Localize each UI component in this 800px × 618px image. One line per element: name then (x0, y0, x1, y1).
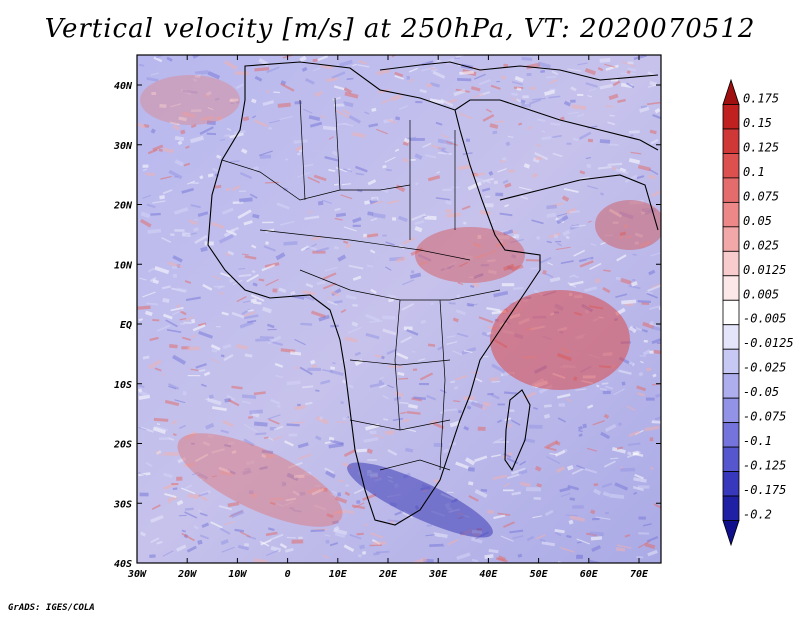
lon-tick-label: 0 (285, 569, 291, 580)
lon-tick-label: 70E (630, 569, 649, 580)
coastlines (207, 61, 659, 526)
lon-tick-label: 50E (530, 569, 549, 580)
colorbar-cell (722, 275, 740, 301)
colorbar-label: 0.175 (743, 91, 779, 105)
lon-tick-label: 30E (428, 569, 448, 580)
colorbar-label: 0.0125 (743, 263, 786, 277)
blue-band-south-africa (347, 462, 493, 538)
colorbar-label: -0.0125 (743, 336, 794, 350)
colorbar-cell (722, 471, 740, 497)
lat-tick-label: 10S (114, 380, 132, 391)
colorbar-label: 0.025 (743, 238, 779, 252)
colorbar-label: -0.025 (743, 361, 786, 375)
colorbar-cell (722, 177, 740, 203)
velocity-field (137, 55, 661, 563)
lat-tick-label: 40S (114, 559, 132, 570)
red-anomaly-ethiopia (415, 227, 525, 283)
colorbar-cell (722, 324, 740, 350)
lat-tick-label: EQ (120, 320, 132, 331)
colorbar-cell (722, 226, 740, 252)
colorbar: 0.175 0.15 0.125 0.1 0.075 0.05 0.025 0.0125 0.0… (722, 78, 794, 547)
red-anomaly-arabian-sea (595, 200, 661, 250)
colorbar-cell (722, 78, 740, 105)
colorbar-label: -0.2 (743, 508, 772, 522)
lat-tick-label: 20N (113, 201, 133, 212)
colorbar-label: -0.05 (743, 385, 779, 399)
colorbar-cell (722, 422, 740, 448)
red-patch-northwest (140, 75, 240, 125)
colorbar-label: 0.05 (743, 214, 772, 228)
colorbar-label: -0.125 (743, 459, 786, 473)
lat-tick-label: 30N (113, 141, 133, 152)
colorbar-label: -0.1 (743, 434, 772, 448)
colorbar-cell (722, 250, 740, 277)
colorbar-cell (722, 397, 740, 424)
country-borders (221, 97, 501, 471)
colorbar-cell (722, 495, 740, 521)
colorbar-cell (722, 299, 740, 326)
map-title: Vertical velocity [m/s] at 250hPa, VT: 2… (44, 14, 756, 44)
lat-tick-label: 20S (113, 440, 132, 451)
colorbar-cell (722, 104, 740, 130)
colorbar-label: 0.075 (743, 189, 779, 203)
colorbar-label: -0.005 (743, 312, 786, 326)
lat-tick-label: 40N (114, 81, 133, 92)
colorbar-cell (722, 520, 740, 547)
colorbar-cell (722, 153, 740, 179)
colorbar-cell (722, 373, 740, 399)
red-band-south-atlantic (177, 433, 343, 527)
footer-credit: GrADS: IGES/COLA (8, 603, 95, 613)
lon-tick-label: 10W (228, 569, 247, 580)
lon-tick-label: 20E (378, 569, 398, 580)
lon-tick-label: 30W (127, 569, 147, 580)
colorbar-cell (722, 348, 740, 375)
lon-tick-label: 20W (177, 569, 197, 580)
lon-tick-label: 10E (329, 569, 348, 580)
colorbar-cell (722, 446, 740, 472)
plot-frame (136, 54, 662, 564)
colorbar-label: -0.075 (743, 410, 786, 424)
red-anomaly-indian-ocean (490, 290, 630, 390)
colorbar-label: 0.1 (743, 165, 765, 179)
lon-tick-label: 60E (580, 569, 599, 580)
colorbar-cell (722, 128, 740, 154)
colorbar-label: 0.125 (743, 140, 779, 154)
lon-tick-label: 40E (479, 569, 498, 580)
colorbar-label: -0.175 (743, 483, 786, 497)
colorbar-cell (722, 201, 740, 228)
colorbar-label: 0.15 (743, 116, 772, 130)
lat-tick-label: 30S (113, 499, 132, 510)
colorbar-label: 0.005 (743, 287, 779, 301)
lat-tick-label: 10N (114, 260, 133, 271)
